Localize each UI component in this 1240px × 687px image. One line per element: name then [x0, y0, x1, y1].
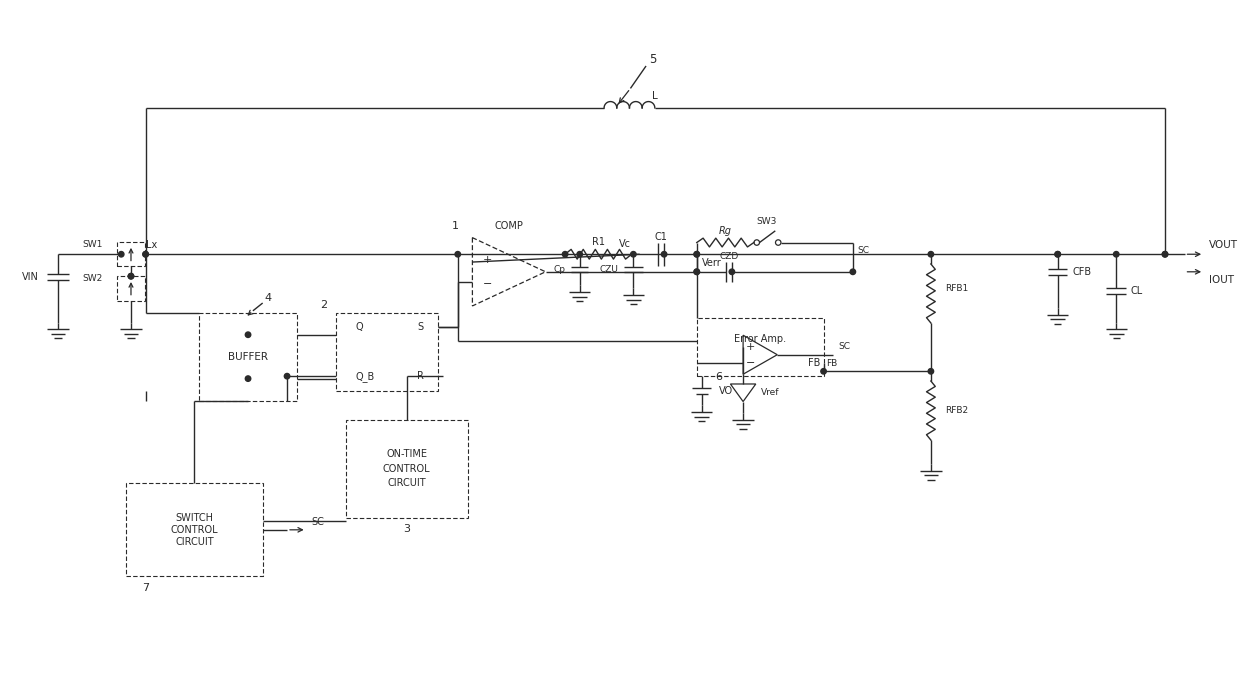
- Text: S: S: [418, 322, 424, 333]
- Text: BUFFER: BUFFER: [228, 352, 268, 361]
- Circle shape: [694, 251, 699, 257]
- Circle shape: [577, 251, 583, 257]
- Circle shape: [143, 251, 149, 257]
- Text: Error Amp.: Error Amp.: [734, 334, 786, 344]
- Text: CL: CL: [1131, 286, 1143, 296]
- Text: CZU: CZU: [600, 265, 619, 274]
- Text: R1: R1: [591, 236, 605, 247]
- Circle shape: [246, 332, 250, 337]
- Bar: [126, 484, 263, 576]
- Text: 1: 1: [451, 221, 459, 231]
- Text: VO: VO: [719, 386, 733, 396]
- Circle shape: [119, 251, 124, 257]
- Circle shape: [128, 273, 134, 279]
- Circle shape: [821, 368, 826, 374]
- Text: SC: SC: [838, 342, 851, 352]
- Text: VOUT: VOUT: [1209, 240, 1238, 251]
- Text: 6: 6: [715, 372, 722, 382]
- Circle shape: [661, 251, 667, 257]
- Text: RFB1: RFB1: [946, 284, 968, 293]
- Bar: [118, 242, 145, 267]
- Circle shape: [1162, 251, 1168, 257]
- Text: Cp: Cp: [553, 265, 565, 274]
- Circle shape: [128, 273, 134, 279]
- Text: CFB: CFB: [1073, 267, 1091, 277]
- Text: Lx: Lx: [146, 240, 157, 251]
- Circle shape: [1055, 251, 1060, 257]
- Circle shape: [929, 251, 934, 257]
- Text: CIRCUIT: CIRCUIT: [387, 478, 425, 488]
- Circle shape: [455, 251, 460, 257]
- Text: +: +: [482, 255, 492, 265]
- Text: FB: FB: [827, 359, 838, 368]
- Text: −: −: [746, 357, 755, 368]
- Circle shape: [694, 251, 699, 257]
- Text: 3: 3: [403, 524, 410, 534]
- Text: Verr: Verr: [702, 258, 722, 268]
- Text: CZD: CZD: [719, 251, 739, 260]
- Circle shape: [1055, 251, 1060, 257]
- Circle shape: [563, 251, 568, 257]
- Text: 2: 2: [321, 300, 327, 310]
- Text: L: L: [652, 91, 657, 101]
- Circle shape: [694, 269, 699, 275]
- Text: −: −: [482, 278, 492, 289]
- Text: Vref: Vref: [760, 388, 779, 397]
- Circle shape: [694, 269, 699, 275]
- Text: SC: SC: [858, 246, 869, 255]
- Text: ON-TIME: ON-TIME: [386, 449, 427, 459]
- Circle shape: [631, 251, 636, 257]
- Bar: [118, 276, 145, 301]
- Text: SC: SC: [311, 517, 325, 527]
- Circle shape: [1162, 251, 1168, 257]
- Circle shape: [1114, 251, 1118, 257]
- Text: Q: Q: [356, 322, 363, 333]
- Text: +: +: [746, 342, 755, 352]
- Text: SW1: SW1: [82, 240, 103, 249]
- Text: SW3: SW3: [756, 216, 776, 225]
- Text: R: R: [417, 371, 424, 381]
- Circle shape: [929, 368, 934, 374]
- Bar: [697, 317, 823, 376]
- Text: SW2: SW2: [82, 274, 103, 283]
- Circle shape: [246, 376, 250, 381]
- Text: 5: 5: [650, 53, 656, 66]
- Circle shape: [851, 269, 856, 275]
- Text: VIN: VIN: [21, 271, 38, 282]
- Text: Q_B: Q_B: [356, 371, 374, 382]
- Text: Vc: Vc: [620, 238, 631, 249]
- Circle shape: [729, 269, 734, 275]
- Text: CIRCUIT: CIRCUIT: [175, 537, 213, 547]
- Bar: [336, 313, 438, 391]
- Text: Rg: Rg: [719, 226, 732, 236]
- Text: SWITCH: SWITCH: [175, 513, 213, 523]
- Text: FB: FB: [808, 359, 821, 368]
- Text: COMP: COMP: [495, 221, 523, 231]
- Text: C1: C1: [655, 232, 667, 242]
- Text: CONTROL: CONTROL: [383, 464, 430, 474]
- Bar: [346, 420, 467, 517]
- Circle shape: [143, 251, 149, 257]
- Text: RFB2: RFB2: [946, 406, 968, 415]
- Circle shape: [284, 374, 290, 379]
- Text: 4: 4: [264, 293, 272, 303]
- Text: IOUT: IOUT: [1209, 275, 1234, 284]
- Bar: [200, 313, 296, 401]
- Text: CONTROL: CONTROL: [171, 525, 218, 534]
- Text: 7: 7: [143, 583, 149, 593]
